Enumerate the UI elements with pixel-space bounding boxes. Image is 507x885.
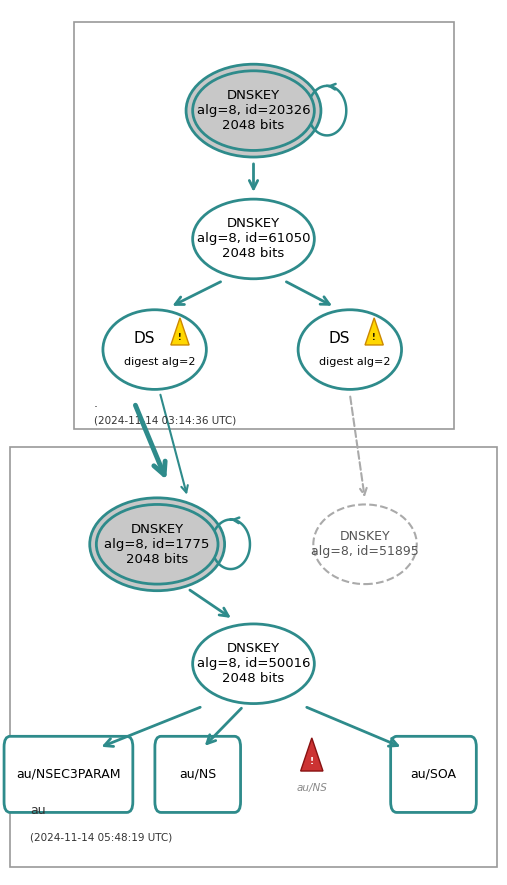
Text: DNSKEY
alg=8, id=1775
2048 bits: DNSKEY alg=8, id=1775 2048 bits xyxy=(104,523,210,566)
Ellipse shape xyxy=(96,504,218,584)
Text: DS: DS xyxy=(329,331,350,345)
Ellipse shape xyxy=(298,310,402,389)
Polygon shape xyxy=(171,318,189,345)
Ellipse shape xyxy=(193,624,314,704)
Text: .: . xyxy=(94,397,98,410)
FancyBboxPatch shape xyxy=(10,447,497,867)
Polygon shape xyxy=(365,318,383,345)
Text: (2024-11-14 03:14:36 UTC): (2024-11-14 03:14:36 UTC) xyxy=(94,416,236,426)
FancyBboxPatch shape xyxy=(155,736,240,812)
Text: DNSKEY
alg=8, id=51895: DNSKEY alg=8, id=51895 xyxy=(311,530,419,558)
Text: DNSKEY
alg=8, id=61050
2048 bits: DNSKEY alg=8, id=61050 2048 bits xyxy=(197,218,310,260)
Ellipse shape xyxy=(90,498,225,590)
FancyBboxPatch shape xyxy=(390,736,477,812)
Text: !: ! xyxy=(310,757,314,766)
Text: digest alg=2: digest alg=2 xyxy=(124,357,196,367)
Text: au/NS: au/NS xyxy=(179,768,216,781)
Ellipse shape xyxy=(313,504,417,584)
Text: au: au xyxy=(30,804,46,817)
Text: au/NS: au/NS xyxy=(297,782,327,793)
Text: DNSKEY
alg=8, id=20326
2048 bits: DNSKEY alg=8, id=20326 2048 bits xyxy=(197,89,310,132)
Ellipse shape xyxy=(103,310,206,389)
Ellipse shape xyxy=(186,65,321,157)
Text: (2024-11-14 05:48:19 UTC): (2024-11-14 05:48:19 UTC) xyxy=(30,833,173,843)
Text: DS: DS xyxy=(134,331,155,345)
Text: digest alg=2: digest alg=2 xyxy=(319,357,391,367)
Text: au/SOA: au/SOA xyxy=(411,768,456,781)
FancyBboxPatch shape xyxy=(74,22,454,429)
Text: au/NSEC3PARAM: au/NSEC3PARAM xyxy=(16,768,121,781)
Ellipse shape xyxy=(193,199,314,279)
Polygon shape xyxy=(301,738,323,771)
Text: !: ! xyxy=(372,333,376,342)
Text: DNSKEY
alg=8, id=50016
2048 bits: DNSKEY alg=8, id=50016 2048 bits xyxy=(197,643,310,685)
Ellipse shape xyxy=(193,71,314,150)
Text: !: ! xyxy=(178,333,182,342)
FancyBboxPatch shape xyxy=(4,736,133,812)
